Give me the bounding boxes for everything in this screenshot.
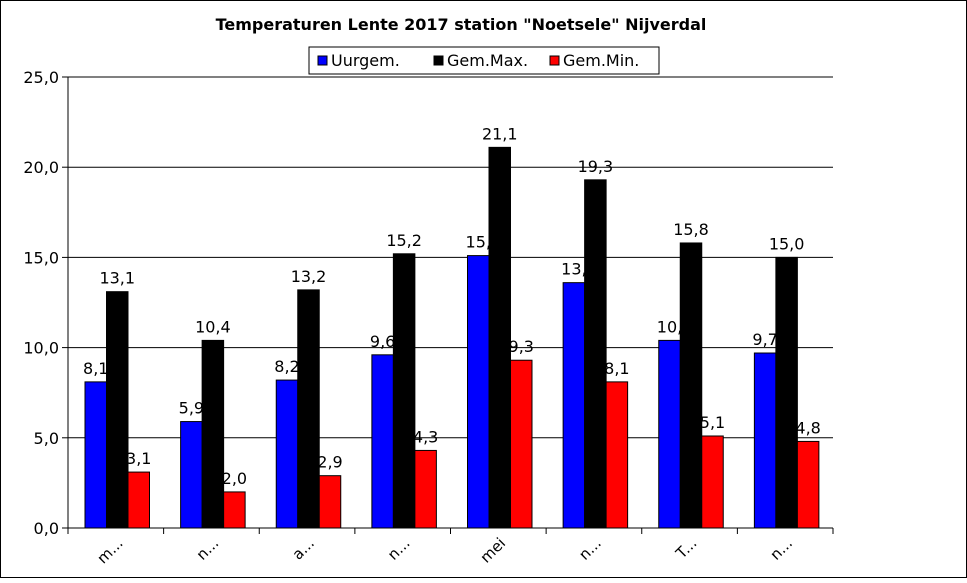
bar <box>275 379 299 529</box>
grid-lines <box>68 76 833 439</box>
x-tick-label: n... <box>193 534 223 564</box>
data-label: 13, <box>561 260 586 279</box>
x-tick-label: m... <box>93 534 126 567</box>
data-label: 21,1 <box>482 124 518 143</box>
y-tick-label: 15,0 <box>23 248 59 267</box>
chart-title: Temperaturen Lente 2017 station "Noetsel… <box>216 15 707 34</box>
bar <box>84 381 107 529</box>
y-tick-label: 5,0 <box>34 429 59 448</box>
bar <box>658 339 681 529</box>
data-labels: 8,1 5,9 8,2 9,6 15, 13, 10, 9,7 13,1 10,4 13,2 15,2… <box>83 124 821 488</box>
data-label: 2,0 <box>222 469 247 488</box>
data-label: 9,7 <box>752 330 777 349</box>
bar <box>106 291 129 529</box>
bar <box>775 256 798 529</box>
data-label: 9,3 <box>509 337 534 356</box>
bar <box>679 242 703 529</box>
bar <box>392 253 416 529</box>
bar <box>201 339 225 529</box>
bar <box>562 282 586 529</box>
data-label: 15,0 <box>769 234 805 253</box>
legend: Uurgem. Gem.Max. Gem.Min. <box>308 46 660 75</box>
data-label: 4,8 <box>795 418 820 437</box>
y-tick-label: 10,0 <box>23 339 59 358</box>
legend-swatch <box>433 55 444 66</box>
data-label: 4,3 <box>413 427 438 446</box>
bar <box>753 352 777 529</box>
x-tick-label: n... <box>766 534 796 564</box>
bar <box>488 146 511 529</box>
bar <box>223 491 246 529</box>
legend-swatch <box>317 55 328 66</box>
x-tick-label: mei <box>477 534 510 567</box>
legend-swatch <box>549 55 560 66</box>
x-tick-label: n... <box>575 534 605 564</box>
data-label: 15,8 <box>673 220 709 239</box>
bar <box>605 381 629 529</box>
bar <box>701 435 724 529</box>
bars <box>84 146 820 529</box>
bar <box>318 475 342 529</box>
data-label: 3,1 <box>126 449 151 468</box>
bar <box>371 354 394 529</box>
x-tick-label: a... <box>289 534 318 563</box>
legend-label: Gem.Max. <box>447 51 528 70</box>
legend-label: Uurgem. <box>331 51 400 70</box>
y-tick-label: 0,0 <box>34 519 59 538</box>
bar <box>414 449 437 529</box>
data-label: 8,2 <box>274 357 299 376</box>
bar <box>180 421 203 529</box>
data-label: 8,1 <box>83 359 108 378</box>
bar <box>297 289 320 529</box>
y-tick-label: 20,0 <box>23 158 59 177</box>
x-tick-label: n... <box>384 534 414 564</box>
data-label: 5,9 <box>179 399 204 418</box>
data-label: 13,2 <box>291 267 327 286</box>
data-label: 15,2 <box>386 231 422 250</box>
data-label: 9,6 <box>370 332 395 351</box>
bar <box>584 179 607 529</box>
data-label: 10,4 <box>195 317 231 336</box>
bar <box>796 440 820 529</box>
data-label: 8,1 <box>604 359 629 378</box>
data-label: 19,3 <box>578 157 614 176</box>
bar <box>127 471 150 529</box>
data-label: 13,1 <box>99 269 135 288</box>
data-label: 15, <box>466 233 491 252</box>
legend-box <box>308 46 660 75</box>
legend-label: Gem.Min. <box>563 51 639 70</box>
bar <box>510 359 533 529</box>
bar <box>467 255 490 529</box>
x-tick-label: T... <box>672 534 701 563</box>
y-tick-label: 25,0 <box>23 68 59 87</box>
data-label: 5,1 <box>700 413 725 432</box>
data-label: 2,9 <box>317 453 342 472</box>
data-label: 10, <box>657 317 682 336</box>
